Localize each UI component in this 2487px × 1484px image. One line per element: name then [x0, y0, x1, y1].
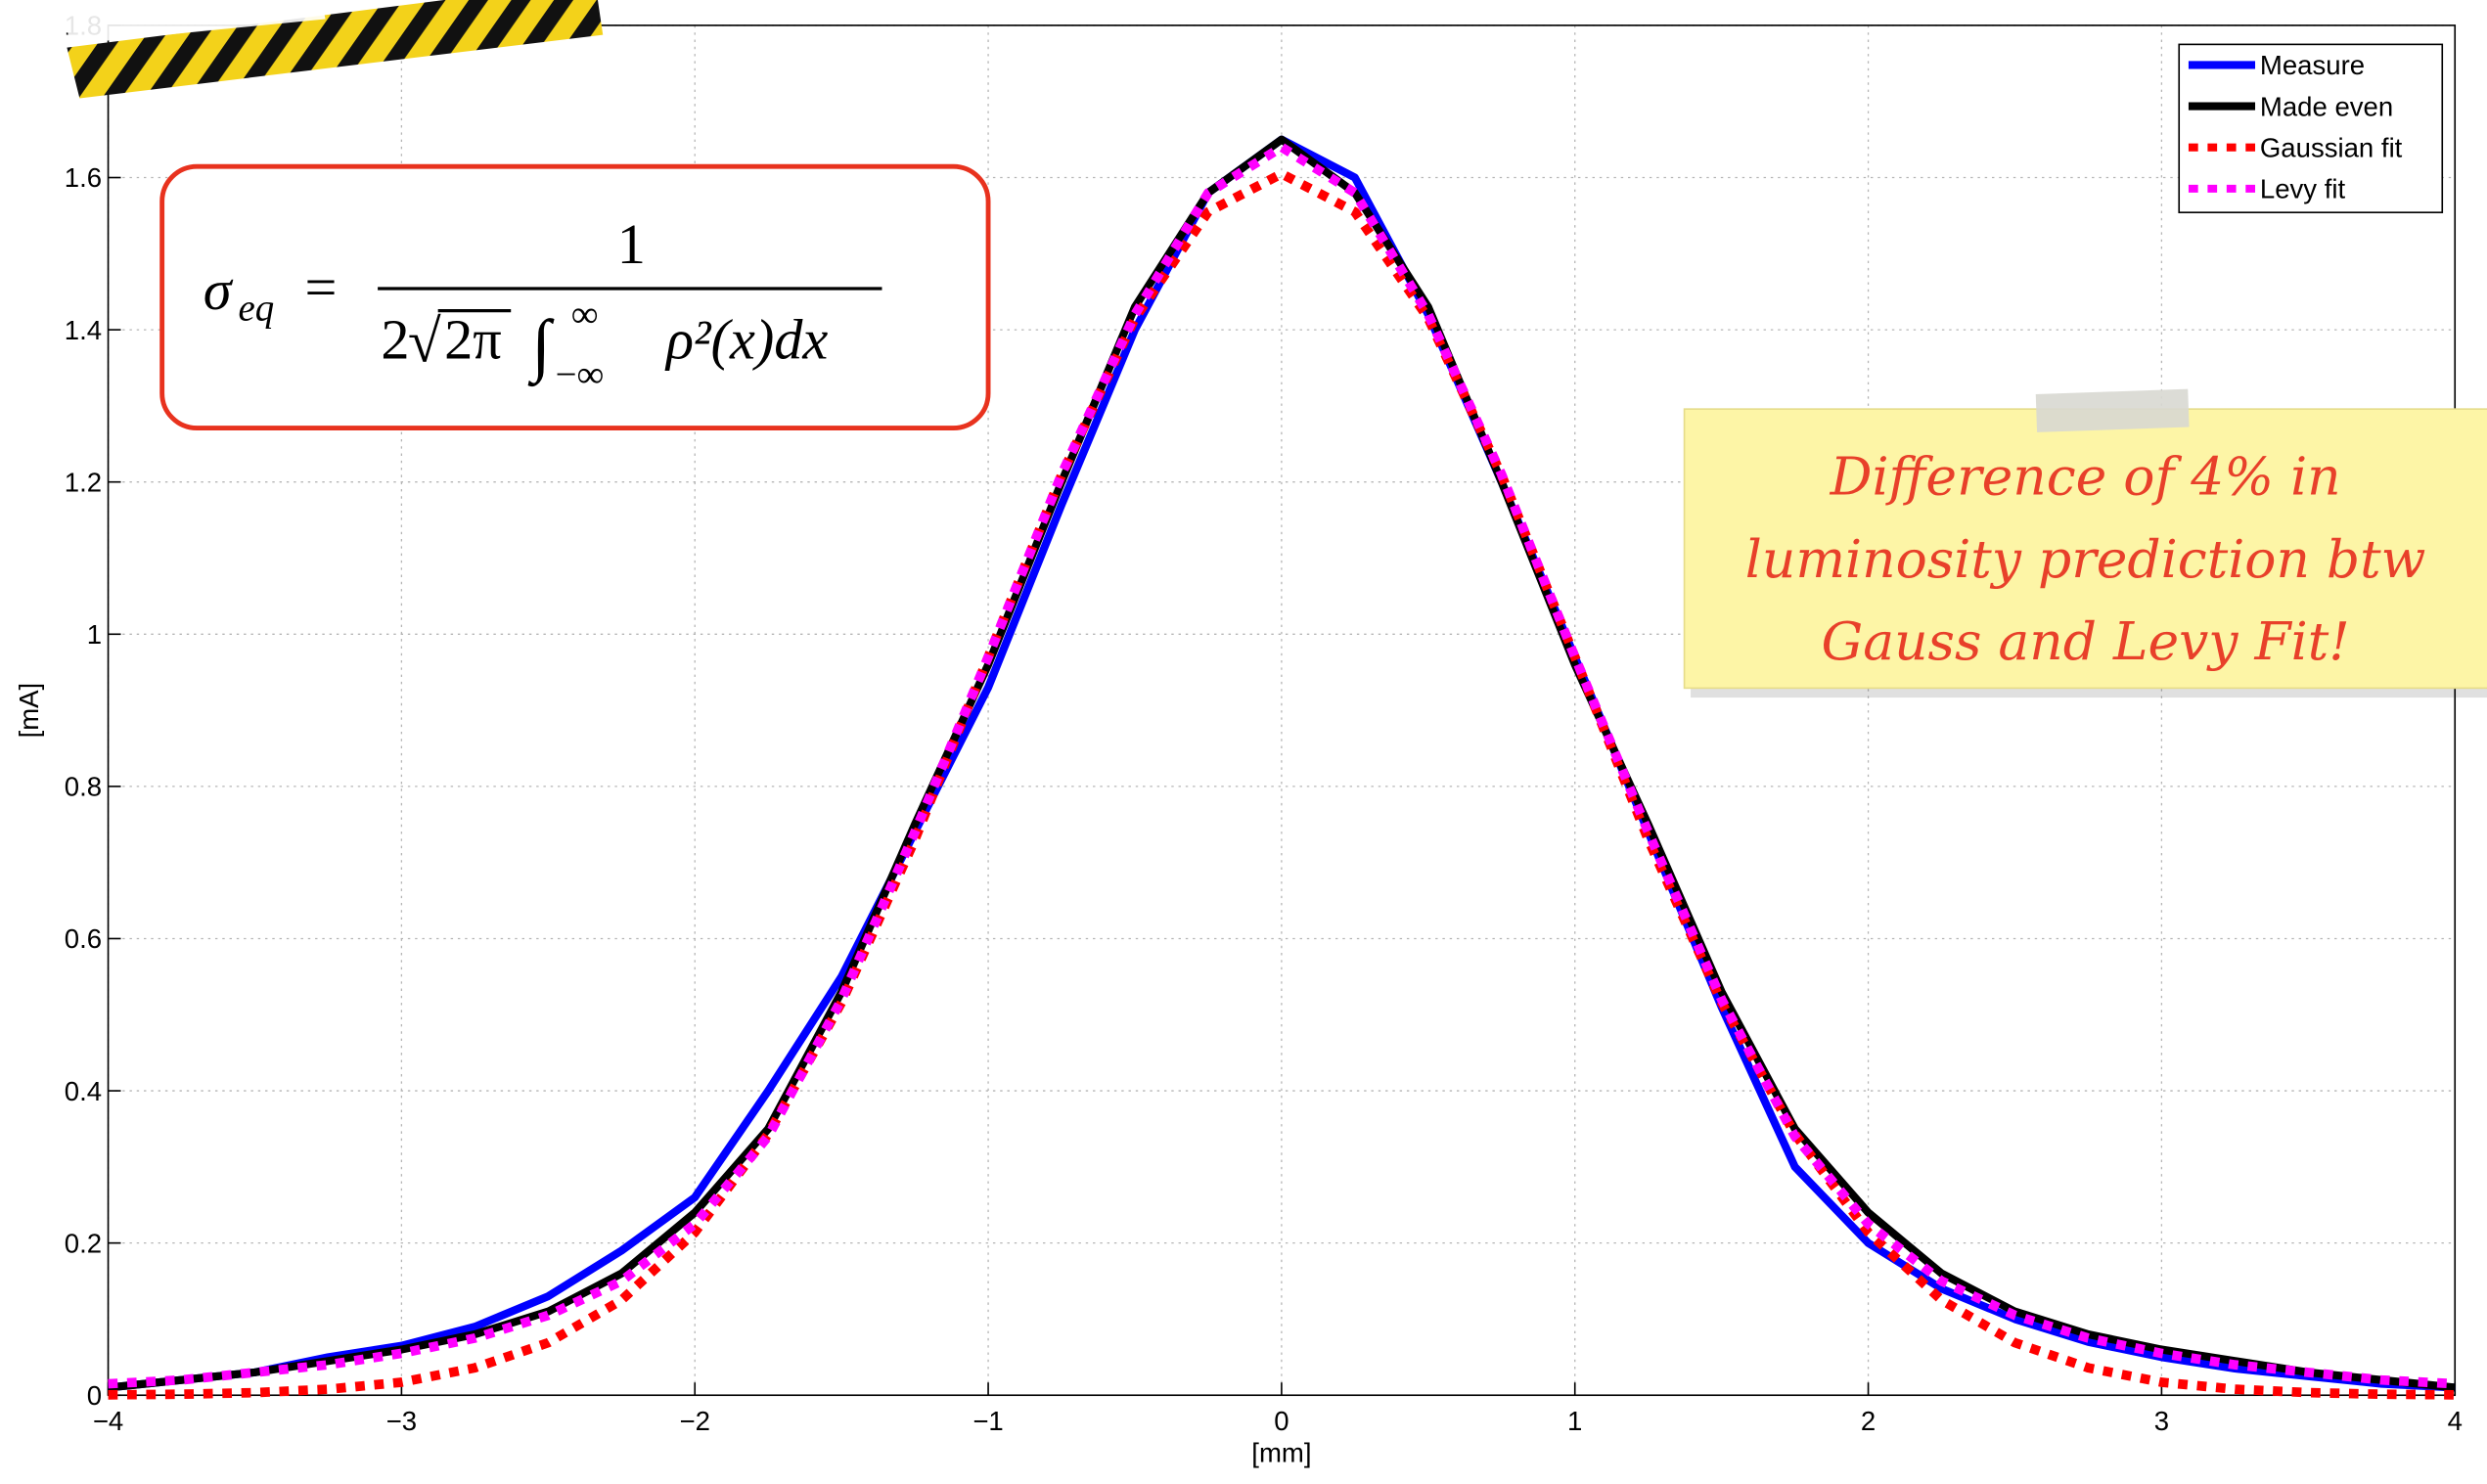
y-tick-label: 0.4 — [65, 1076, 102, 1106]
y-tick-label: 0.8 — [65, 772, 102, 802]
formula-box: σ eq = 1 2 √ 2π ∫ ∞ −∞ ρ²(x)dx — [159, 163, 991, 431]
formula-lhs: σ — [203, 258, 234, 322]
x-tick-label: −1 — [972, 1406, 1003, 1436]
y-tick-label: 0.2 — [65, 1228, 102, 1258]
legend-label: Measure — [2260, 50, 2365, 80]
legend-label: Made even — [2260, 91, 2393, 121]
formula-integral: ∫ — [527, 306, 555, 387]
y-tick-label: 0.6 — [65, 923, 102, 954]
x-tick-label: 1 — [1567, 1406, 1582, 1436]
formula-frame — [159, 163, 991, 431]
legend-label: Gaussian fit — [2260, 132, 2403, 162]
x-tick-label: −2 — [680, 1406, 710, 1436]
formula-lower: −∞ — [556, 353, 605, 395]
formula-numerator: 1 — [617, 212, 646, 276]
x-tick-label: −4 — [93, 1406, 123, 1436]
y-tick-label: 0 — [87, 1380, 102, 1411]
x-axis-label: [mm] — [1251, 1437, 1311, 1467]
formula-upper: ∞ — [571, 293, 599, 336]
sticky-note: Difference of 4% in luminosity prediction… — [1683, 388, 2487, 698]
y-axis-label: [mA] — [14, 683, 44, 739]
formula-root: √ — [408, 309, 441, 376]
formula-integrand: ρ²(x)dx — [664, 307, 828, 371]
x-tick-label: 0 — [1274, 1406, 1289, 1436]
formula-equals: = — [305, 255, 338, 319]
series-line — [108, 142, 2456, 1389]
formula-radicand: 2π — [444, 307, 502, 371]
annotation-line: Gauss and Levy Fit! — [1822, 610, 2350, 672]
x-tick-label: 4 — [2448, 1406, 2463, 1436]
y-tick-label: 1 — [87, 619, 102, 650]
legend: Measure Made even Gaussian fit Levy fit — [2178, 43, 2444, 213]
legend-box — [2178, 43, 2444, 213]
formula-factor: 2 — [381, 307, 409, 371]
hazard-tape — [64, 0, 604, 99]
x-tick-label: 2 — [1861, 1406, 1876, 1436]
legend-label: Levy fit — [2260, 174, 2346, 204]
plot-frame — [107, 24, 2457, 1397]
y-tick-label: 1.6 — [65, 162, 102, 193]
y-tick-label: 1.4 — [65, 315, 102, 345]
y-tick-label: 1.2 — [65, 467, 102, 497]
x-tick-label: −3 — [386, 1406, 417, 1436]
x-tick-label: 3 — [2154, 1406, 2169, 1436]
formula-subscript: eq — [238, 287, 274, 329]
annotation-line: luminosity prediction btw — [1745, 528, 2426, 590]
annotation-line: Difference of 4% in — [1830, 446, 2341, 508]
